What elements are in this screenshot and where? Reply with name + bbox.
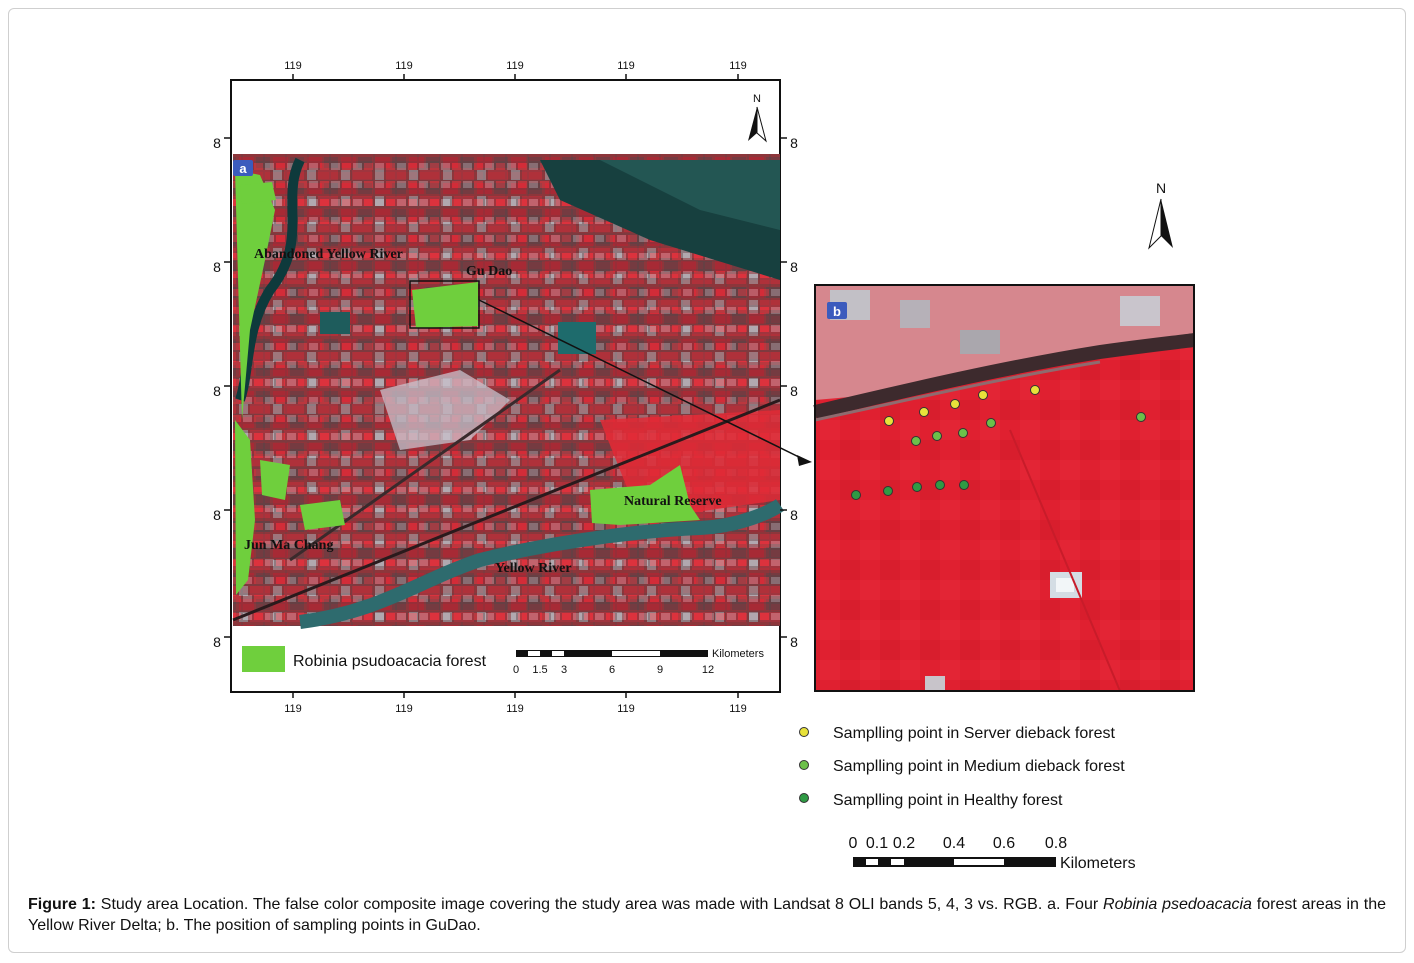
- north-label-a: N: [753, 93, 761, 105]
- tick-bottom-1: 119: [284, 703, 302, 715]
- scale-b-tick-4: 0.6: [993, 835, 1015, 852]
- scale-b-tick-3: 0.4: [943, 835, 965, 852]
- legend-b-marker-healthy: [799, 793, 809, 803]
- scale-a-tick-3: 6: [609, 664, 615, 676]
- left-tick-marks: [224, 137, 231, 638]
- scale-a-tick-0: 0: [513, 664, 519, 676]
- legend-label-robinia: Robinia psudoacacia forest: [293, 653, 487, 670]
- sample-point-healthy: [912, 482, 922, 492]
- figure-caption: Figure 1: Study area Location. The false…: [28, 894, 1386, 936]
- satellite-image-a: [232, 154, 812, 629]
- legend-b-label-severe: Samplling point in Server dieback forest: [833, 725, 1115, 742]
- bottom-tick-labels: 119 119 119 119 119: [284, 703, 747, 715]
- panel-b-frame: [814, 284, 1195, 692]
- sample-point-severe: [1030, 385, 1040, 395]
- tick-top-1: 119: [284, 60, 302, 72]
- scalebar-b-unit: Kilometers: [1060, 855, 1136, 872]
- label-gu-dao: Gu Dao: [466, 264, 512, 279]
- scale-b-tick-2: 0.2: [893, 835, 915, 852]
- caption-text-2: forest areas in the Yellow River Delta; …: [28, 896, 1387, 934]
- scale-a-tick-5: 12: [702, 664, 714, 676]
- top-tick-marks: [292, 74, 739, 80]
- sample-point-healthy: [851, 490, 861, 500]
- tick-left-4: 8: [213, 507, 221, 523]
- legend-b: Samplling point in Server dieback forest…: [799, 725, 1125, 809]
- sample-point-medium: [911, 436, 921, 446]
- tick-right-2: 8: [790, 259, 798, 275]
- sample-point-healthy: [935, 480, 945, 490]
- scalebar-a-unit: Kilometers: [712, 648, 764, 660]
- tick-right-1: 8: [790, 135, 798, 151]
- sample-point-severe: [950, 399, 960, 409]
- legend-b-marker-severe: [799, 727, 809, 737]
- sample-point-medium: [986, 418, 996, 428]
- tick-top-4: 119: [617, 60, 635, 72]
- legend-b-label-medium: Samplling point in Medium dieback forest: [833, 758, 1125, 775]
- top-tick-labels: 119 119 119 119 119: [284, 60, 747, 72]
- tick-left-5: 8: [213, 634, 221, 650]
- tick-right-5: 8: [790, 634, 798, 650]
- label-natural-reserve: Natural Reserve: [624, 494, 722, 509]
- tick-left-3: 8: [213, 383, 221, 399]
- tick-top-2: 119: [395, 60, 413, 72]
- tick-bottom-2: 119: [395, 703, 413, 715]
- caption-text-1: Study area Location. The false color com…: [95, 896, 1104, 913]
- sample-point-severe: [978, 390, 988, 400]
- figure-frame: [8, 8, 1406, 953]
- tick-top-3: 119: [506, 60, 524, 72]
- sample-point-healthy: [959, 480, 969, 490]
- scale-a-tick-4: 9: [657, 664, 663, 676]
- caption-label: Figure 1:: [28, 896, 96, 913]
- tick-right-3: 8: [790, 383, 798, 399]
- scale-b-tick-0: 0: [849, 835, 858, 852]
- satellite-image-b: [813, 285, 1195, 692]
- scalebar-a: Kilometers 0 1.5 3 6 9 12: [513, 648, 765, 676]
- sample-point-medium: [932, 431, 942, 441]
- north-label-b: N: [1156, 180, 1166, 196]
- sample-point-medium: [1136, 412, 1146, 422]
- sample-point-severe: [919, 407, 929, 417]
- legend-b-marker-medium: [799, 760, 809, 770]
- legend-a: Robinia psudoacacia forest: [242, 646, 487, 672]
- scale-b-tick-5: 0.8: [1045, 835, 1067, 852]
- tick-right-4: 8: [790, 507, 798, 523]
- panel-b: N b: [799, 180, 1195, 872]
- left-tick-labels: 8 8 8 8 8: [213, 135, 221, 650]
- label-abandoned-yellow-river: Abandoned Yellow River: [254, 247, 403, 262]
- scale-b-tick-1: 0.1: [866, 835, 888, 852]
- tick-bottom-4: 119: [617, 703, 635, 715]
- right-tick-labels: 8 8 8 8 8: [790, 135, 798, 650]
- scale-a-tick-1: 1.5: [532, 664, 547, 676]
- caption-species-name: Robinia psedoacacia: [1103, 896, 1252, 913]
- north-arrow-a: N: [748, 93, 767, 143]
- legend-b-label-healthy: Samplling point in Healthy forest: [833, 792, 1063, 809]
- tick-bottom-5: 119: [729, 703, 747, 715]
- label-yellow-river: Yellow River: [495, 561, 572, 576]
- north-arrow-b: N: [1148, 180, 1173, 250]
- panel-a: a Abandoned Yellow River Gu Dao Natural …: [213, 60, 812, 715]
- legend-swatch-robinia: [242, 646, 285, 672]
- sampling-points: [851, 385, 1146, 500]
- sample-point-medium: [958, 428, 968, 438]
- scale-a-tick-2: 3: [561, 664, 567, 676]
- label-jun-ma-chang: Jun Ma Chang: [244, 538, 333, 553]
- sample-point-severe: [884, 416, 894, 426]
- tick-left-1: 8: [213, 135, 221, 151]
- right-tick-marks: [780, 137, 787, 638]
- sample-point-healthy: [883, 486, 893, 496]
- tick-bottom-3: 119: [506, 703, 524, 715]
- panel-a-label: a: [239, 161, 247, 176]
- tick-top-5: 119: [729, 60, 747, 72]
- bottom-tick-marks: [292, 692, 739, 698]
- scalebar-b: 0 0.1 0.2 0.4 0.6 0.8 Kilometers: [849, 835, 1136, 872]
- tick-left-2: 8: [213, 259, 221, 275]
- panel-b-label: b: [833, 304, 841, 319]
